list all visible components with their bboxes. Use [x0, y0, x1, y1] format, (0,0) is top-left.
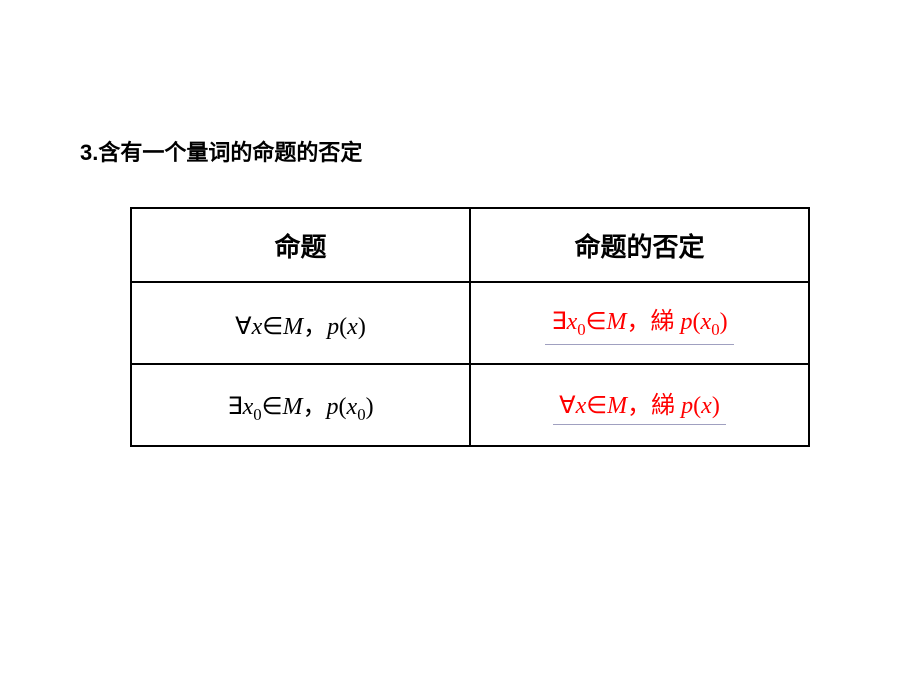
table-header-row: 命题 命题的否定 [131, 208, 809, 282]
cell-existential-negation: ∀x∈M，綈 p(x) [470, 364, 809, 446]
header-proposition: 命题 [131, 208, 470, 282]
answer-underline: ∃x0∈M，綈 p(x0) [545, 301, 733, 345]
answer-underline: ∀x∈M，綈 p(x) [553, 385, 726, 425]
slide-content: 3.含有一个量词的命题的否定 命题 命题的否定 ∀x∈M，p(x) ∃x0∈M，… [80, 135, 850, 447]
section-heading: 3.含有一个量词的命题的否定 [80, 135, 850, 167]
negation-table: 命题 命题的否定 ∀x∈M，p(x) ∃x0∈M，綈 p(x0) ∃x0∈M，p… [130, 207, 810, 447]
table-row: ∀x∈M，p(x) ∃x0∈M，綈 p(x0) [131, 282, 809, 364]
cell-universal: ∀x∈M，p(x) [131, 282, 470, 364]
negation-table-wrap: 命题 命题的否定 ∀x∈M，p(x) ∃x0∈M，綈 p(x0) ∃x0∈M，p… [130, 207, 810, 447]
cell-existential: ∃x0∈M，p(x0) [131, 364, 470, 446]
cell-universal-negation: ∃x0∈M，綈 p(x0) [470, 282, 809, 364]
header-negation: 命题的否定 [470, 208, 809, 282]
table-row: ∃x0∈M，p(x0) ∀x∈M，綈 p(x) [131, 364, 809, 446]
